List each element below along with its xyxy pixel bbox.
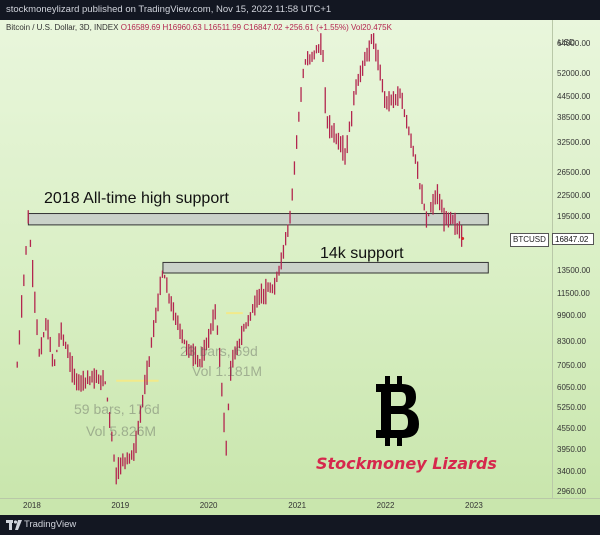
tradingview-logo-icon — [6, 520, 22, 530]
candles-layer — [16, 33, 465, 485]
price-axis[interactable]: USD 64000.00 52000.00 44500.00 38500.00 3250… — [552, 20, 600, 498]
price-tick-label: 3400.00 — [557, 466, 586, 476]
support-2018-label: 2018 All-time high support — [44, 190, 229, 207]
chart-area[interactable]: Bitcoin / U.S. Dollar, 3D, INDEX O16589.… — [0, 20, 552, 498]
last-price-point — [461, 237, 465, 241]
price-tick-label: 22500.00 — [557, 191, 591, 201]
price-tick-label: 4550.00 — [557, 424, 586, 434]
time-tick-label: 2018 — [23, 501, 41, 510]
range2-bars-label: 23 bars, 69d — [180, 343, 258, 359]
time-tick-label: 2022 — [376, 501, 395, 510]
symbol-ohlc: O16589.69 H16960.63 L16511.99 C16847.02 … — [120, 23, 392, 32]
range2-volume-label: Vol 1.181M — [192, 363, 263, 379]
price-tick-label: 32500.00 — [557, 137, 591, 147]
range1-volume-label: Vol 5.826M — [86, 423, 157, 439]
tradingview-footer: TradingView — [0, 515, 600, 535]
price-tick-label: 11500.00 — [557, 289, 590, 299]
price-tick-label: 6050.00 — [557, 382, 586, 392]
range1-bars-label: 59 bars, 176d — [74, 401, 160, 417]
time-tick-label: 2020 — [199, 501, 218, 510]
last-price-tag: 16847.02 — [552, 232, 594, 245]
price-tick-label: 19500.00 — [557, 212, 591, 222]
publisher-text: stockmoneylizard published on TradingVie… — [6, 4, 332, 15]
publisher-header: stockmoneylizard published on TradingVie… — [0, 0, 600, 20]
time-axis[interactable]: 2018 2019 2020 2021 2022 2023 — [0, 498, 600, 515]
price-tick-label: 64000.00 — [557, 39, 591, 48]
bitcoin-logo-icon — [376, 376, 419, 446]
tradingview-label: TradingView — [24, 519, 77, 530]
price-tick-label: 5250.00 — [557, 403, 586, 413]
symbol-name: Bitcoin / U.S. Dollar, 3D, INDEX — [6, 23, 119, 32]
price-tick-label: 52000.00 — [557, 69, 591, 79]
price-tick-label: 44500.00 — [557, 91, 591, 101]
supports-layer — [27, 213, 489, 274]
price-plot — [16, 33, 489, 485]
price-tick-label: 3950.00 — [557, 444, 586, 454]
time-tick-label: 2021 — [288, 501, 307, 510]
price-tick-label: 7050.00 — [557, 360, 586, 370]
time-tick-label: 2019 — [111, 501, 130, 510]
support-14k-label: 14k support — [320, 245, 404, 262]
measure-layer — [116, 312, 243, 382]
brand-label: Stockmoney Lizards — [316, 454, 497, 473]
price-tick-label: 38500.00 — [557, 113, 591, 123]
symbol-info: Bitcoin / U.S. Dollar, 3D, INDEX O16589.… — [6, 23, 392, 32]
price-tick-label: 9900.00 — [557, 311, 586, 321]
ticker-tag: BTCUSD — [510, 232, 549, 247]
price-tick-label: 8300.00 — [557, 336, 586, 346]
price-tick-label: 26500.00 — [557, 167, 591, 177]
price-tick-label: 13500.00 — [557, 265, 591, 275]
currency-label: USD — [558, 38, 575, 47]
time-tick-label: 2023 — [465, 501, 483, 510]
support-box-1[interactable] — [162, 261, 489, 274]
price-tick-label: 2960.00 — [557, 487, 586, 496]
support-box-0[interactable] — [27, 213, 489, 226]
